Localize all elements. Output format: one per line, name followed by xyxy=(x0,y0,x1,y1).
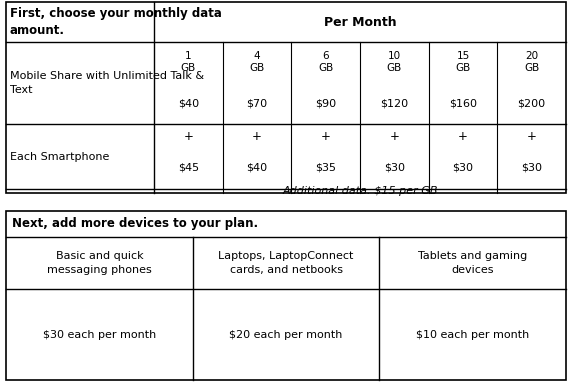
Text: $200: $200 xyxy=(517,99,545,109)
Text: $10 each per month: $10 each per month xyxy=(416,329,529,340)
Text: 6
GB: 6 GB xyxy=(318,50,333,73)
Text: 1
GB: 1 GB xyxy=(180,50,196,73)
Text: Laptops, LaptopConnect
cards, and netbooks: Laptops, LaptopConnect cards, and netboo… xyxy=(218,251,354,275)
Text: Mobile Share with Unlimited Talk &
Text: Mobile Share with Unlimited Talk & Text xyxy=(10,71,204,95)
Text: Per Month: Per Month xyxy=(324,16,397,28)
Text: $160: $160 xyxy=(449,99,477,109)
Text: Basic and quick
messaging phones: Basic and quick messaging phones xyxy=(47,251,152,275)
Text: 20
GB: 20 GB xyxy=(524,50,539,73)
Text: $40: $40 xyxy=(178,99,199,109)
Text: +: + xyxy=(252,130,262,144)
Text: $30: $30 xyxy=(453,163,473,173)
Text: +: + xyxy=(183,130,193,144)
Text: +: + xyxy=(390,130,399,144)
Text: Next, add more devices to your plan.: Next, add more devices to your plan. xyxy=(12,218,258,230)
Text: $30: $30 xyxy=(521,163,542,173)
Text: 15
GB: 15 GB xyxy=(456,50,470,73)
Text: $45: $45 xyxy=(178,163,199,173)
Text: $40: $40 xyxy=(246,163,268,173)
Text: $20 each per month: $20 each per month xyxy=(229,329,343,340)
Text: $70: $70 xyxy=(246,99,268,109)
Text: +: + xyxy=(321,130,331,144)
Bar xyxy=(6,2,566,193)
Text: +: + xyxy=(527,130,536,144)
Text: $30 each per month: $30 each per month xyxy=(43,329,156,340)
Text: First, choose your monthly data
amount.: First, choose your monthly data amount. xyxy=(10,7,222,38)
Text: Tablets and gaming
devices: Tablets and gaming devices xyxy=(418,251,527,275)
Text: Each Smartphone: Each Smartphone xyxy=(10,151,109,161)
Text: $90: $90 xyxy=(315,99,336,109)
Text: +: + xyxy=(458,130,468,144)
Text: 10
GB: 10 GB xyxy=(387,50,402,73)
Text: 4
GB: 4 GB xyxy=(249,50,265,73)
Text: $35: $35 xyxy=(315,163,336,173)
Text: $30: $30 xyxy=(384,163,405,173)
Bar xyxy=(6,211,566,380)
Text: Additional data: $15 per GB: Additional data: $15 per GB xyxy=(282,186,438,196)
Text: $120: $120 xyxy=(380,99,409,109)
